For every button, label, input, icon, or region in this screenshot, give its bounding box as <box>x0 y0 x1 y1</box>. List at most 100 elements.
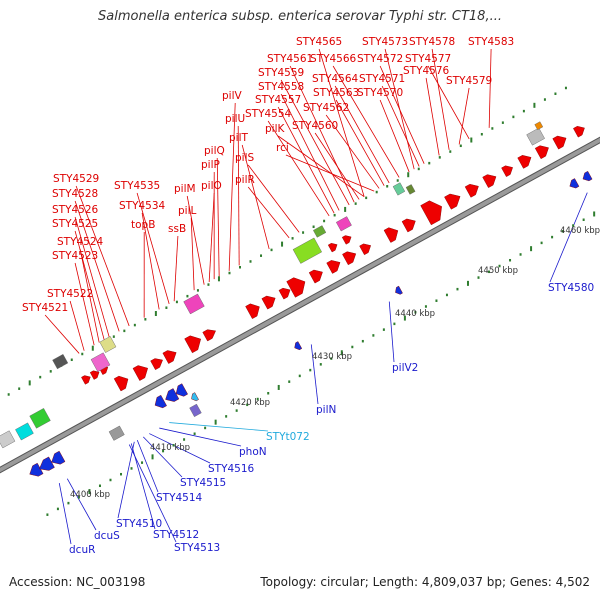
feature-box-dark <box>52 354 69 370</box>
gene-forward-arrow <box>482 174 497 188</box>
scale-label: 4430 kbp <box>312 352 352 362</box>
feature-box-pink <box>90 352 111 373</box>
gene-forward-arrow <box>341 235 352 245</box>
feature-box-yellow <box>99 336 117 353</box>
leader-line <box>267 120 330 217</box>
leader-line <box>277 135 365 197</box>
leader-line <box>381 85 420 167</box>
leader-line <box>280 79 350 206</box>
scale-label: 4460 kbp <box>560 226 600 236</box>
gene-forward-arrow <box>202 329 216 342</box>
gene-forward-arrow <box>420 200 442 226</box>
gene-label-forward: ssB <box>168 223 186 235</box>
tick-bottom <box>225 415 228 418</box>
gene-label-reverse: STY4515 <box>180 477 226 489</box>
gene-label-forward: STY4521 <box>22 302 68 314</box>
gene-label-forward: pilU <box>225 113 245 125</box>
tick-top <box>323 219 326 223</box>
tick-top <box>154 311 157 317</box>
gene-label-forward: STY4577 <box>405 53 451 65</box>
gene-reverse-arrow <box>39 456 55 471</box>
leader-line <box>318 48 365 197</box>
gene-label-forward: topB <box>131 219 155 231</box>
feature-box-grey <box>526 127 545 146</box>
gene-label-forward: STY4564 <box>312 73 359 85</box>
tick-top <box>396 179 399 182</box>
gene-label-forward: STY4578 <box>409 36 455 48</box>
gene-label-forward: STY4571 <box>359 73 405 85</box>
tick-bottom <box>88 489 91 495</box>
feature-box-green <box>313 225 327 238</box>
tick-bottom <box>509 258 512 262</box>
gene-label-reverse: STY4516 <box>208 463 255 475</box>
gene-forward-arrow <box>81 375 91 385</box>
leader-line <box>285 154 375 192</box>
leader-line <box>169 422 269 432</box>
gene-label-rna: STYt072 <box>266 431 310 443</box>
gene-reverse-arrow <box>165 388 180 402</box>
feature-box-green <box>292 237 323 264</box>
leader-line <box>173 235 179 302</box>
tick-top <box>522 109 525 113</box>
leader-line <box>310 344 319 405</box>
leader-line <box>74 216 110 338</box>
tick-bottom <box>456 287 459 291</box>
gene-forward-arrow <box>464 183 479 198</box>
tick-bottom <box>246 403 249 407</box>
tick-bottom <box>445 293 448 297</box>
tick-top <box>291 237 294 240</box>
gene-forward-arrow <box>534 145 549 160</box>
tick-top <box>18 387 21 390</box>
gene-label-forward: STY4534 <box>119 200 166 212</box>
gene-label-forward: STY4557 <box>255 94 301 106</box>
leader-line <box>488 48 492 128</box>
feature-box-orange <box>534 121 544 131</box>
tick-top <box>207 283 210 286</box>
leader-line <box>280 93 340 211</box>
tick-top <box>196 289 199 292</box>
tick-top <box>302 231 305 234</box>
gene-label-reverse: STY4510 <box>116 518 162 530</box>
tick-top <box>175 300 178 304</box>
gene-label-forward: pilL <box>178 205 196 217</box>
gene-label-reverse: dcuR <box>69 544 95 556</box>
gene-reverse-arrow <box>569 178 580 189</box>
gene-label-forward: STY4559 <box>258 67 304 79</box>
scale-label: 4450 kbp <box>478 266 518 276</box>
gene-forward-arrow <box>308 269 323 284</box>
leader-line <box>379 99 410 173</box>
leader-line <box>117 441 135 519</box>
tick-top <box>533 102 536 108</box>
scale-label: 4440 kbp <box>395 309 435 319</box>
gene-reverse-arrow <box>51 450 66 465</box>
gene-reverse-arrow <box>29 462 44 477</box>
tick-top <box>428 161 431 165</box>
tick-top <box>312 225 315 229</box>
leader-line <box>388 301 395 363</box>
tick-top <box>480 132 483 136</box>
gene-label-reverse: STY4513 <box>174 542 220 554</box>
tick-top <box>354 202 357 205</box>
gene-label-forward: STY4560 <box>292 120 338 132</box>
tick-bottom <box>372 334 375 337</box>
feature-box-cyan <box>15 422 34 441</box>
gene-reverse-arrow <box>154 394 167 409</box>
feature-box-green <box>29 408 51 429</box>
leader-lines <box>44 48 588 545</box>
tick-bottom <box>98 484 101 488</box>
tick-top <box>564 86 567 90</box>
tick-bottom <box>172 444 175 447</box>
scale-label: 4400 kbp <box>70 490 110 500</box>
feature-box-olive <box>405 184 416 195</box>
feature-box-grey <box>0 430 16 449</box>
gene-forward-arrow <box>89 370 100 380</box>
leader-line <box>136 440 159 493</box>
tick-top <box>344 206 347 212</box>
tick-bottom <box>109 478 112 482</box>
leader-line <box>74 200 120 332</box>
leader-line <box>142 436 183 478</box>
leader-line <box>549 192 588 283</box>
gene-reverse-arrow <box>175 383 188 397</box>
tick-bottom <box>561 230 564 233</box>
